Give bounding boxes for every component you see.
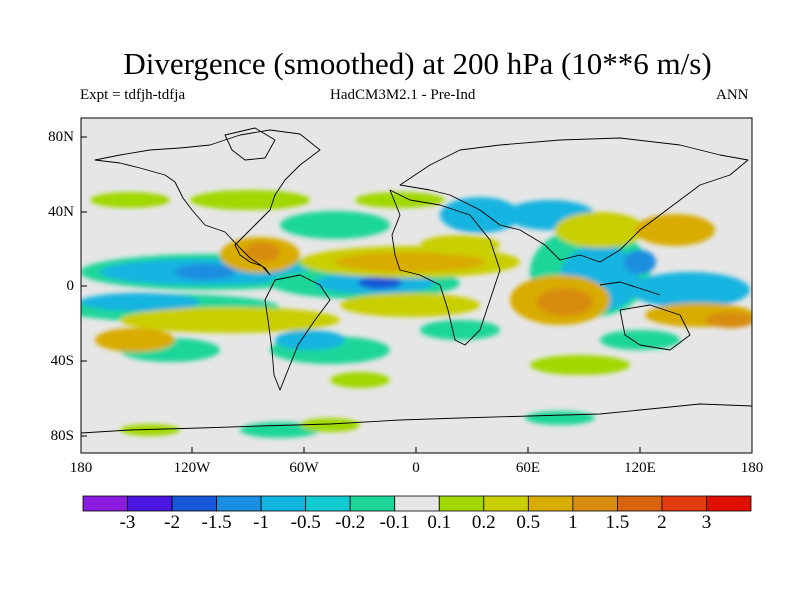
negative-region bbox=[525, 411, 595, 425]
colorbar-label: 2 bbox=[657, 512, 667, 533]
map-ticks bbox=[81, 136, 641, 453]
positive-region bbox=[355, 192, 445, 208]
colorbar-label: 1.5 bbox=[605, 512, 630, 533]
y-tick-label: 40N bbox=[48, 204, 74, 220]
negative-region bbox=[600, 330, 680, 350]
coastline-australia bbox=[619, 304, 691, 351]
x-tick-label: 180 bbox=[740, 460, 764, 476]
positive-region bbox=[340, 293, 480, 317]
season-label: ANN bbox=[716, 87, 749, 103]
colorbar-label: -0.5 bbox=[290, 512, 321, 533]
positive-region bbox=[635, 214, 715, 246]
colorbar-label: -3 bbox=[119, 512, 136, 533]
colorbar-box bbox=[216, 495, 262, 512]
positive-region bbox=[537, 288, 593, 316]
positive-region bbox=[335, 252, 485, 272]
positive-region bbox=[705, 312, 752, 328]
colorbar-label: 1 bbox=[568, 512, 578, 533]
colorbar-box bbox=[305, 495, 351, 512]
negative-region bbox=[280, 211, 390, 239]
colorbar-box bbox=[438, 495, 485, 512]
colorbar-label: -1.5 bbox=[201, 512, 232, 533]
colorbar-label: 0.5 bbox=[516, 512, 541, 533]
colorbar-box bbox=[483, 495, 529, 512]
positive-region bbox=[120, 424, 180, 436]
colorbar-box bbox=[706, 495, 752, 512]
negative-region bbox=[81, 293, 200, 311]
model-label: HadCM3M2.1 - Pre-Ind bbox=[330, 87, 476, 103]
x-tick-label: 180 bbox=[69, 460, 93, 476]
colorbar-label: -1 bbox=[253, 512, 269, 533]
positive-region bbox=[120, 307, 340, 333]
colorbar-box bbox=[349, 495, 396, 512]
y-tick-label: 0 bbox=[66, 278, 75, 294]
coastlines bbox=[81, 127, 752, 434]
x-tick-label: 60W bbox=[289, 460, 319, 476]
figure-title: Divergence (smoothed) at 200 hPa (10**6 … bbox=[123, 46, 712, 81]
x-tick-label: 120W bbox=[173, 460, 211, 476]
colorbar-label: -0.2 bbox=[335, 512, 366, 533]
colorbar bbox=[82, 495, 752, 512]
positive-region bbox=[190, 190, 310, 210]
y-tick-label: 80S bbox=[50, 428, 74, 444]
colorbar-box bbox=[394, 495, 440, 512]
positive-region bbox=[530, 355, 630, 375]
coastline-antarctica bbox=[81, 403, 752, 434]
x-tick-label: 0 bbox=[412, 460, 420, 476]
colorbar-box bbox=[617, 495, 663, 512]
colorbar-box bbox=[527, 495, 574, 512]
coastline-maritime-continent bbox=[599, 281, 661, 296]
colorbar-label: 3 bbox=[701, 512, 712, 533]
positive-region bbox=[555, 212, 645, 248]
coastline-eurasia bbox=[399, 137, 749, 263]
colorbar-label: 0.1 bbox=[427, 512, 452, 533]
x-tick-label: 60E bbox=[515, 460, 541, 476]
experiment-label: Expt = tdfjh-tdfja bbox=[80, 87, 186, 103]
negative-region bbox=[630, 272, 750, 308]
colorbar-box bbox=[171, 495, 218, 512]
x-tick-label: 120E bbox=[624, 460, 656, 476]
coastline-north-america bbox=[94, 129, 321, 276]
positive-region bbox=[300, 418, 360, 432]
negative-region bbox=[420, 320, 500, 340]
colorbar-label: -2 bbox=[164, 512, 180, 533]
coastline-africa bbox=[389, 189, 501, 346]
positive-region bbox=[95, 328, 175, 352]
negative-region bbox=[440, 197, 520, 233]
negative-region bbox=[275, 330, 345, 350]
positive-region bbox=[420, 235, 500, 255]
positive-region bbox=[330, 372, 390, 388]
negative-region bbox=[175, 264, 235, 280]
negative-region bbox=[624, 250, 656, 274]
negative-region bbox=[358, 277, 402, 289]
colorbar-box bbox=[572, 495, 618, 512]
y-tick-label: 80N bbox=[48, 129, 74, 145]
positive-region bbox=[90, 192, 170, 208]
contour-fields bbox=[81, 127, 752, 438]
colorbar-box bbox=[260, 495, 307, 512]
coastline-south-america bbox=[264, 274, 331, 391]
colorbar-label: -0.1 bbox=[379, 512, 410, 533]
positive-region bbox=[244, 242, 280, 262]
coastline-greenland bbox=[224, 127, 276, 161]
colorbar-box bbox=[127, 495, 173, 512]
colorbar-label: 0.2 bbox=[471, 512, 496, 533]
y-tick-label: 40S bbox=[50, 353, 74, 369]
colorbar-box bbox=[661, 495, 707, 512]
colorbar-box bbox=[82, 495, 128, 512]
